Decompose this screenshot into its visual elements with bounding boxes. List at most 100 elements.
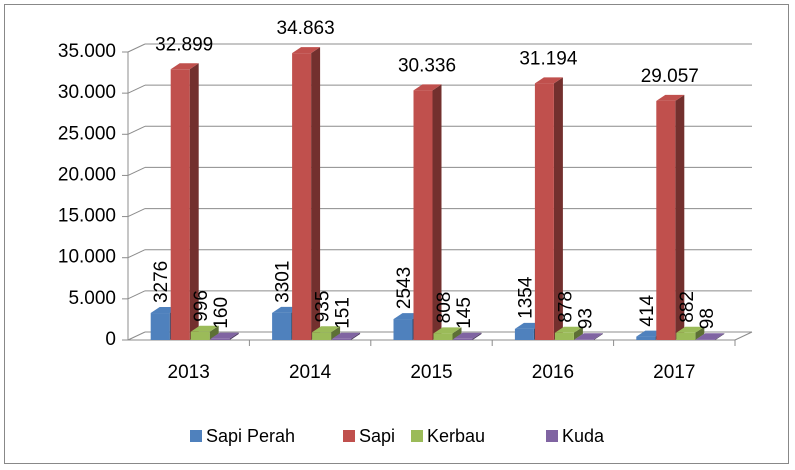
bar: [696, 333, 725, 340]
bar: [656, 94, 685, 340]
bar-side: [311, 47, 321, 340]
y-tick-label: 30.000: [58, 82, 116, 103]
bar: [676, 326, 705, 340]
bar-front: [272, 312, 292, 340]
bar-side: [432, 84, 442, 341]
grid-side: [127, 208, 146, 218]
bar: [312, 326, 341, 340]
bar: [413, 84, 442, 341]
bar-top: [696, 333, 725, 340]
bar-top: [453, 332, 482, 339]
bar-front: [393, 319, 413, 340]
bar: [574, 333, 603, 340]
y-tick-label: 10.000: [58, 247, 116, 268]
legend-swatch: [411, 430, 423, 442]
grid-side: [127, 290, 146, 300]
bar-side: [573, 326, 583, 340]
bar-side: [695, 326, 705, 340]
grid-side: [127, 84, 146, 94]
bar-side: [715, 333, 725, 340]
y-tick-label: 35.000: [58, 41, 116, 62]
value-label: 93: [575, 308, 596, 329]
value-label: 808: [434, 292, 455, 324]
y-tick-label: 25.000: [58, 123, 116, 144]
value-label: 2543: [394, 267, 415, 309]
bar-front: [332, 338, 352, 340]
floor-right: [734, 331, 753, 341]
legend-label: Sapi Perah: [206, 426, 295, 446]
legend-swatch: [546, 430, 558, 442]
bar-top: [190, 325, 219, 332]
value-label: 882: [677, 291, 698, 323]
bar: [554, 326, 583, 340]
bar-front: [190, 331, 210, 340]
value-label: 3276: [151, 261, 172, 303]
bar-top: [332, 332, 361, 339]
bar-side: [351, 332, 361, 340]
bar-front: [453, 338, 473, 340]
bar-front: [170, 69, 190, 340]
value-label: 32.899: [155, 34, 213, 55]
value-label: 996: [191, 290, 212, 322]
bar-side: [553, 77, 563, 341]
legend-label: Kerbau: [427, 426, 485, 446]
value-label: 31.194: [519, 48, 578, 69]
bar-front: [514, 328, 534, 340]
bar-top: [292, 47, 321, 54]
value-label: 145: [454, 297, 475, 329]
bar: [170, 63, 199, 340]
bar: [210, 332, 239, 340]
bar-front: [312, 332, 332, 340]
value-label: 30.336: [398, 55, 456, 76]
bar-top: [676, 326, 705, 333]
bar-top: [433, 327, 462, 334]
bar-front: [150, 313, 170, 340]
bar-front: [292, 53, 312, 340]
bar-top: [554, 326, 583, 333]
value-label: 414: [637, 294, 658, 326]
value-label: 935: [313, 291, 334, 323]
bar-front: [433, 333, 453, 340]
x-tick-label: 2014: [289, 362, 332, 383]
y-tick-label: 0: [105, 329, 116, 350]
value-label: 98: [697, 308, 718, 329]
bar-top: [534, 77, 563, 84]
x-tick-label: 2013: [168, 362, 210, 383]
bar-side: [472, 332, 482, 340]
bar-top: [210, 332, 239, 339]
value-label: 1354: [515, 276, 536, 319]
grid-side: [127, 43, 146, 53]
grid-side: [127, 166, 146, 176]
y-tick-label: 20.000: [58, 164, 116, 185]
bar-side: [331, 326, 341, 340]
bar-top: [574, 333, 603, 340]
x-tick-label: 2017: [653, 362, 695, 383]
bar-side: [452, 327, 462, 340]
legend-label: Sapi: [359, 426, 395, 446]
bar-front: [534, 83, 554, 341]
x-tick-label: 2015: [410, 362, 452, 383]
bar: [332, 332, 361, 340]
bar-side: [209, 325, 219, 340]
bar: [534, 77, 563, 341]
bar-top: [312, 326, 341, 333]
x-tick-label: 2016: [532, 362, 574, 383]
value-label: 3301: [273, 261, 294, 303]
bar: [453, 332, 482, 340]
bar-side: [189, 63, 199, 340]
value-label: 34.863: [277, 18, 335, 39]
bar-front: [554, 332, 574, 340]
bar-front: [636, 336, 656, 340]
bar-front: [413, 90, 433, 341]
bar-side: [593, 333, 603, 340]
bar: [433, 327, 462, 340]
bar-top: [170, 63, 199, 70]
bar: [292, 47, 321, 340]
bar-side: [675, 94, 685, 340]
value-label: 878: [555, 291, 576, 323]
grid-side: [127, 331, 146, 341]
legend-swatch: [190, 430, 202, 442]
bar-top: [413, 84, 442, 91]
grid-side: [127, 125, 146, 135]
